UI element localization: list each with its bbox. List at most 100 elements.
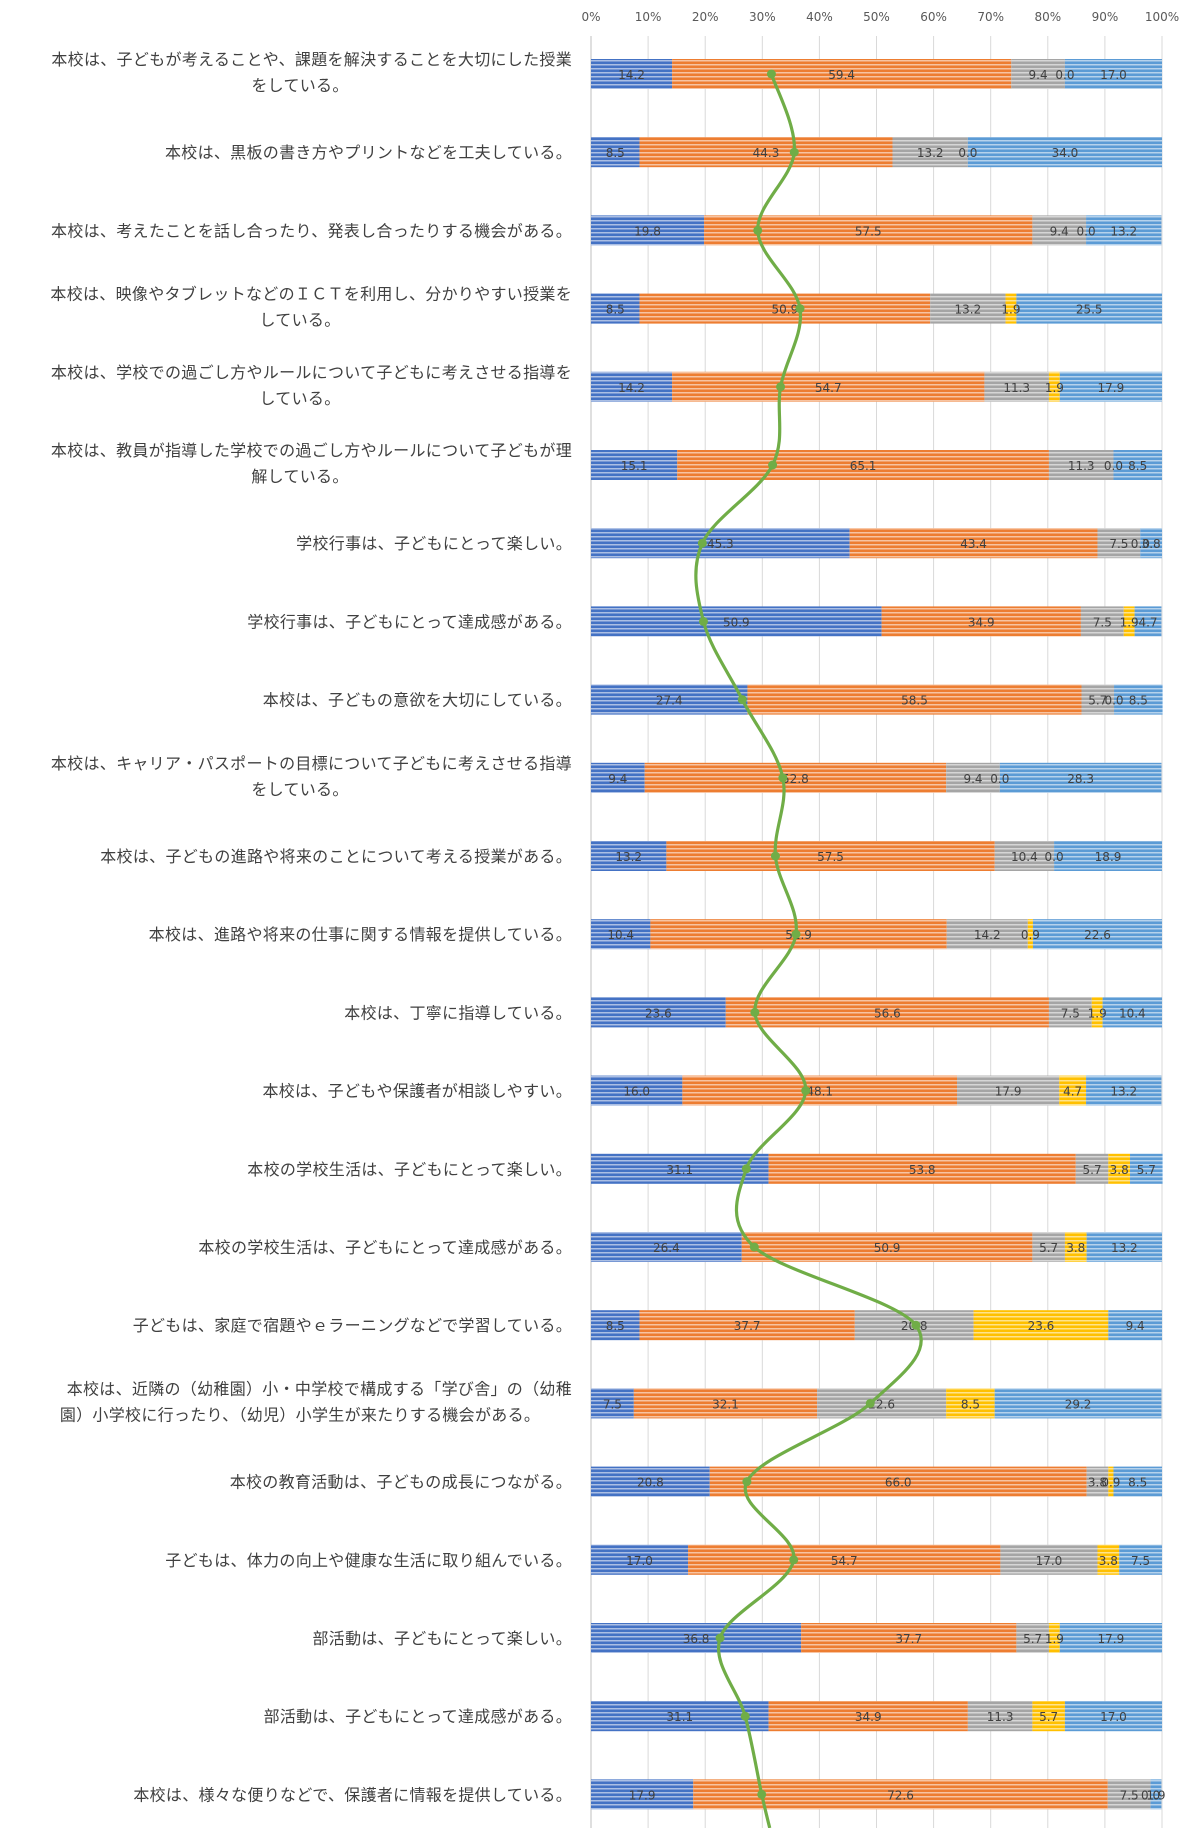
category-label: 本校の学校生活は、子どもにとって達成感がある。: [198, 1238, 572, 1257]
data-label: 16.0: [623, 1085, 650, 1099]
bar-segment-texture: [639, 137, 893, 168]
data-label: 8.5: [606, 303, 625, 317]
data-label: 8.5: [606, 146, 625, 160]
bar-segment-texture: [1091, 997, 1103, 1028]
data-label: 32.1: [712, 1397, 739, 1411]
data-label: 23.6: [645, 1006, 672, 1020]
bar-segment-texture: [591, 215, 705, 246]
bar-segment-texture: [1048, 1623, 1060, 1653]
trend-point: [911, 1320, 921, 1330]
bar-segment-texture: [591, 606, 882, 637]
category-label: 学校行事は、子どもにとって楽しい。: [296, 534, 572, 553]
bar-segment-texture: [1086, 1232, 1162, 1262]
bar-segment-texture: [688, 1544, 1001, 1575]
bar-segment-texture: [1080, 606, 1124, 637]
bar-segment-texture: [1032, 919, 1162, 950]
bar-segment-texture: [1064, 1232, 1087, 1262]
category-label: 本校は、考えたことを話し合ったり、発表し合ったりする機会がある。: [51, 221, 572, 240]
data-label: 34.9: [968, 615, 995, 629]
category-label: 子どもは、家庭で宿題やｅラーニングなどで学習している。: [133, 1316, 572, 1335]
data-label: 7.5: [1093, 615, 1112, 629]
data-label: 5.7: [1023, 1632, 1042, 1646]
bar-segment-texture: [1032, 1701, 1065, 1732]
trend-point: [778, 773, 788, 783]
bar-segment-texture: [801, 1623, 1017, 1653]
category-label: 部活動は、子どもにとって達成感がある。: [264, 1707, 572, 1726]
data-label: 22.6: [1084, 928, 1111, 942]
data-label: 1.9: [1045, 381, 1064, 395]
data-label: 7.5: [1131, 1554, 1150, 1568]
data-label: 19.8: [634, 224, 661, 238]
bar-segment-texture: [849, 528, 1098, 559]
bar-segment-texture: [591, 59, 673, 89]
trend-point: [795, 304, 805, 314]
data-label: 13.2: [1111, 1241, 1138, 1255]
bar-segment-texture: [1102, 997, 1162, 1028]
category-label: 本校は、学校での過ごし方やルールについて子どもに考えさせる指導を: [51, 363, 572, 382]
bar-segment-texture: [1075, 1153, 1109, 1184]
data-label: 9.4: [963, 772, 982, 786]
bar-segment-texture: [1027, 919, 1033, 950]
data-label: 31.1: [666, 1710, 693, 1724]
data-label: 0.0: [1077, 224, 1096, 238]
category-label: 本校は、様々な便りなどで、保護者に情報を提供している。: [133, 1785, 572, 1804]
data-label: 43.4: [960, 537, 987, 551]
data-label: 50.9: [874, 1241, 901, 1255]
bar-segment-texture: [1123, 606, 1135, 637]
bar-segment-texture: [1064, 1701, 1162, 1732]
data-label: 57.5: [817, 850, 844, 864]
bar-segment-texture: [1048, 997, 1092, 1028]
x-tick-label: 40%: [806, 10, 833, 24]
bar-segment-texture: [1048, 450, 1114, 480]
data-label: 27.4: [656, 694, 683, 708]
data-label: 17.9: [1098, 381, 1125, 395]
bar-segment-texture: [741, 1232, 1033, 1262]
bar-segment-texture: [709, 1466, 1087, 1497]
data-label: 4.7: [1138, 615, 1157, 629]
bar-segment-texture: [1097, 528, 1141, 559]
data-label: 25.5: [1076, 303, 1103, 317]
data-label: 34.9: [855, 1710, 882, 1724]
data-label: 5.7: [1083, 1163, 1102, 1177]
bar-segment-texture: [1108, 1466, 1114, 1497]
bar-segment-texture: [1048, 371, 1060, 402]
data-label: 0.0: [958, 146, 977, 160]
bar-segment-texture: [591, 841, 667, 871]
bar-segment-texture: [591, 1388, 634, 1419]
data-label: 26.4: [653, 1241, 680, 1255]
data-label: 66.0: [885, 1476, 912, 1490]
bar-segment-texture: [1032, 1232, 1065, 1262]
bar-segment-texture: [1011, 59, 1065, 89]
bar-segment-texture: [957, 1075, 1060, 1106]
bar-segment-texture: [1108, 1153, 1131, 1184]
bar-segment-texture: [591, 1153, 769, 1184]
bar-segment-texture: [1081, 684, 1115, 715]
bar-segment-texture: [591, 371, 673, 402]
data-label: 11.3: [1068, 459, 1095, 473]
trend-point: [789, 147, 799, 157]
bar-segment-texture: [881, 606, 1081, 637]
data-label: 0.0: [1045, 850, 1064, 864]
bar-segment-texture: [591, 528, 850, 559]
bar-segment-texture: [994, 1388, 1162, 1419]
trend-line: [694, 69, 923, 1828]
bar-segment-texture: [946, 1388, 995, 1419]
bar-segment-texture: [946, 762, 1000, 793]
trend-point: [865, 1398, 875, 1408]
category-label: している。: [259, 389, 340, 408]
data-label: 59.4: [828, 68, 855, 82]
category-label: 部活動は、子どもにとって楽しい。: [312, 1629, 572, 1648]
data-label: 9.4: [1126, 1319, 1145, 1333]
bar-segment-texture: [1114, 684, 1163, 715]
trend-point: [750, 1007, 760, 1017]
data-label: 4.7: [1063, 1085, 1082, 1099]
bar-segment-texture: [930, 293, 1006, 324]
bar-segment-texture: [1016, 1623, 1049, 1653]
category-label: 園）小学校に行ったり、（幼児）小学生が来たりする機会がある。: [60, 1405, 540, 1424]
bar-segment-texture: [1086, 1075, 1162, 1106]
data-label: 13.2: [1110, 1085, 1137, 1099]
data-label: 31.1: [666, 1163, 693, 1177]
data-label: 14.2: [618, 381, 645, 395]
data-label: 11.3: [987, 1710, 1014, 1724]
bar-segment-texture: [633, 1388, 818, 1419]
